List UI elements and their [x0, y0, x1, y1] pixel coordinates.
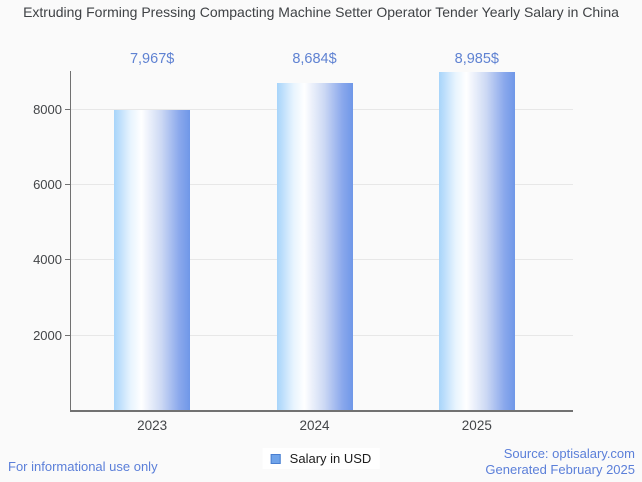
bar[interactable]: [114, 109, 191, 410]
y-axis-tick: [65, 184, 71, 185]
x-axis-label: 2024: [299, 418, 330, 433]
y-axis-tick: [65, 108, 71, 110]
y-axis-tick: [65, 259, 71, 261]
y-axis-tick-label: 4000: [33, 252, 62, 268]
bar-value-label: 7,967$: [129, 51, 175, 67]
y-axis-tick: [65, 334, 71, 336]
legend[interactable]: Salary in USD: [262, 448, 380, 469]
disclaimer-text: For informational use only: [8, 459, 158, 474]
plot-area: 2000 4000 6000 8000 7,967$ 2023 8,684$ 2024 8,98…: [33, 51, 573, 433]
legend-swatch-icon: [270, 453, 281, 464]
chart-title: Extruding Forming Pressing Compacting Ma…: [23, 4, 619, 20]
bar[interactable]: [438, 71, 515, 410]
legend-label: Salary in USD: [289, 451, 372, 466]
x-axis-label: 2025: [461, 418, 492, 433]
y-axis-tick-label: 2000: [33, 327, 62, 343]
source-info: Source: optisalary.com Generated Februar…: [485, 446, 635, 478]
bar[interactable]: [276, 82, 353, 410]
generated-text: Generated February 2025: [485, 462, 635, 477]
bar-value-label: 8,985$: [454, 51, 499, 67]
source-text: Source: optisalary.com: [503, 446, 635, 461]
x-axis-label: 2023: [137, 418, 168, 433]
y-axis-tick-label: 6000: [33, 177, 62, 192]
y-axis-tick-label: 8000: [33, 101, 62, 117]
bar-value-label: 8,684$: [292, 51, 337, 67]
